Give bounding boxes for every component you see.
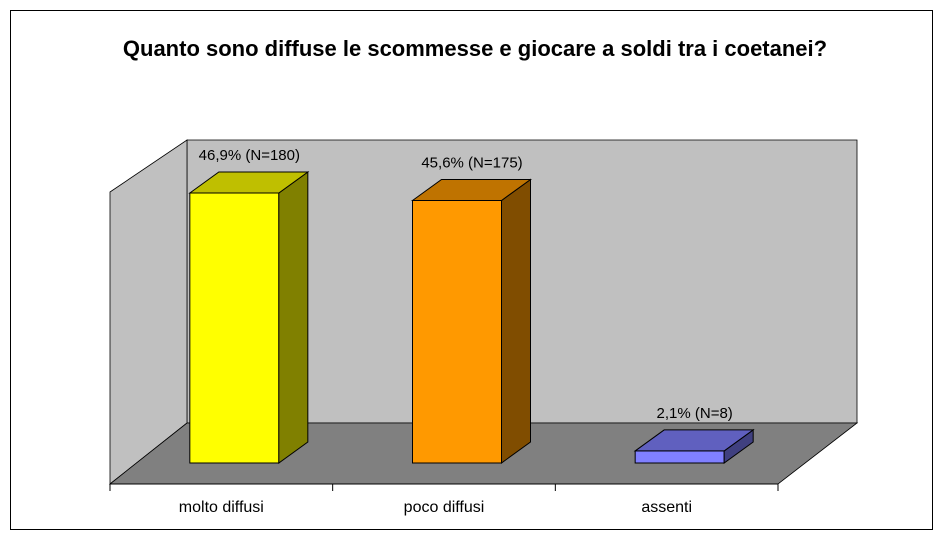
x-tick-label: poco diffusi (404, 499, 485, 516)
x-tick-label: assenti (641, 499, 692, 516)
bar-top (410, 178, 533, 201)
bar (188, 171, 310, 464)
chart-title: Quanto sono diffuse le scommesse e gioca… (122, 36, 828, 61)
bar-top (188, 171, 310, 194)
bar-top (633, 429, 755, 452)
bar-front (634, 450, 725, 464)
bar (633, 428, 755, 464)
bar-side (501, 178, 531, 464)
data-label: 2,1% (N=8) (657, 405, 733, 422)
bar (410, 178, 533, 464)
bar-side (278, 171, 309, 464)
bar-front (412, 199, 502, 464)
bar-front (189, 192, 280, 464)
data-label: 46,9% (N=180) (199, 147, 300, 164)
x-tick-label: molto diffusi (179, 499, 264, 516)
data-label: 45,6% (N=175) (421, 154, 522, 171)
